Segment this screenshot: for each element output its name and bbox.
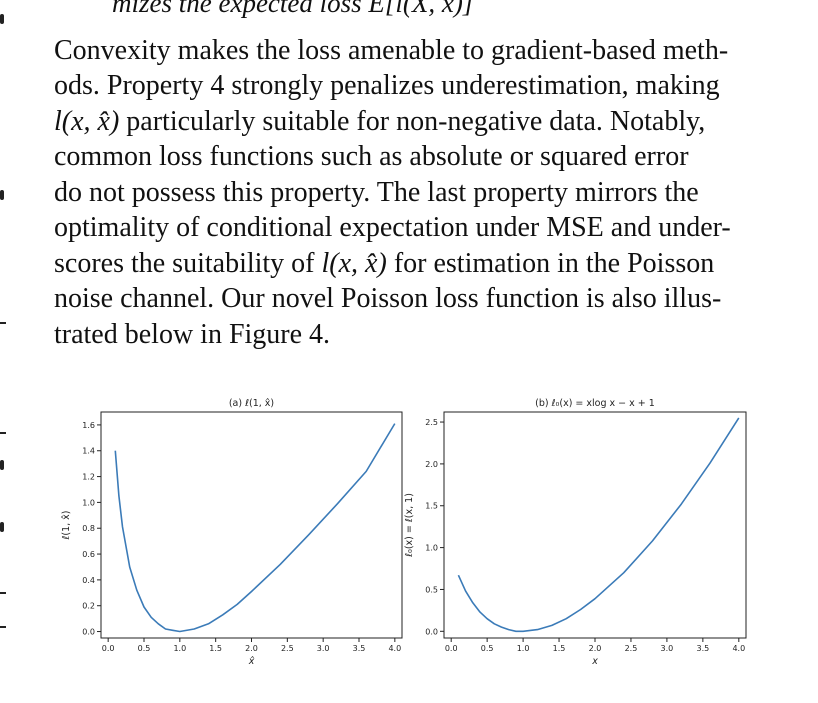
margin-mark xyxy=(0,460,4,470)
margin-mark xyxy=(0,432,6,434)
text-line: trated below in Figure 4. xyxy=(54,319,331,350)
margin-mark xyxy=(0,626,6,628)
math-term: l(x, x̂) xyxy=(54,106,120,137)
text-line: optimality of conditional expectation un… xyxy=(54,212,731,243)
text-line: l(x, x̂) particularly suitable for non-n… xyxy=(54,107,705,137)
x-tick-label: 1.5 xyxy=(209,644,222,653)
x-tick-label: 0.0 xyxy=(445,644,458,653)
y-tick-label: 0.0 xyxy=(82,628,95,637)
x-tick-label: 1.5 xyxy=(553,644,566,653)
y-tick-label: 2.0 xyxy=(425,460,438,469)
y-tick-label: 0.5 xyxy=(425,585,438,594)
text-line: Convexity makes the loss amenable to gra… xyxy=(54,35,729,66)
x-tick-label: 0.5 xyxy=(481,644,494,653)
x-tick-label: 2.5 xyxy=(281,644,294,653)
x-axis-label: x xyxy=(591,656,598,667)
margin-mark xyxy=(0,322,6,324)
text-line: scores the suitability of l(x, x̂) for e… xyxy=(54,249,714,279)
x-tick-label: 0.0 xyxy=(102,644,115,653)
chart-title: (a) ℓ(1, x̂) xyxy=(229,398,274,409)
y-tick-label: 2.5 xyxy=(425,418,438,427)
margin-mark xyxy=(0,190,4,200)
y-tick-label: 1.0 xyxy=(82,498,95,507)
x-tick-label: 2.0 xyxy=(245,644,258,653)
plot-frame xyxy=(443,411,747,639)
math-term: l(x, x̂) xyxy=(321,248,387,279)
text-segment: for estimation in the Poisson xyxy=(393,248,715,279)
text-line: do not possess this property. The last p… xyxy=(54,177,699,208)
y-tick-label: 1.6 xyxy=(82,421,95,430)
x-tick-label: 4.0 xyxy=(732,644,745,653)
x-tick-label: 1.0 xyxy=(173,644,186,653)
text-line: ods. Property 4 strongly penalizes under… xyxy=(54,70,720,101)
y-tick-label: 1.0 xyxy=(425,544,438,553)
y-axis-label: ℓ(1, x̂) xyxy=(61,510,72,539)
series-line xyxy=(114,423,396,633)
y-tick-label: 0.2 xyxy=(82,602,95,611)
plot-frame xyxy=(100,411,403,639)
x-tick-label: 3.0 xyxy=(317,644,330,653)
x-tick-label: 4.0 xyxy=(388,644,401,653)
margin-mark xyxy=(0,14,4,24)
x-tick-label: 3.5 xyxy=(696,644,709,653)
x-tick-label: 2.5 xyxy=(625,644,638,653)
cut-off-line: mizes the expected loss E[l(X, x)] xyxy=(112,0,474,18)
y-axis-label: ℓ₀(x) = ℓ(x, 1) xyxy=(404,493,415,557)
text-line: common loss functions such as absolute o… xyxy=(54,141,689,172)
y-tick-label: 0.4 xyxy=(82,576,95,585)
x-axis-label: x̂ xyxy=(248,656,255,667)
chart-title: (b) ℓ₀(x) = xlog x − x + 1 xyxy=(535,398,655,409)
text-segment: scores the suitability of xyxy=(54,248,315,279)
y-tick-label: 1.2 xyxy=(82,473,95,482)
x-tick-label: 1.0 xyxy=(517,644,530,653)
y-tick-label: 1.4 xyxy=(82,447,95,456)
x-tick-label: 0.5 xyxy=(138,644,151,653)
y-tick-label: 1.5 xyxy=(425,502,438,511)
series-line xyxy=(457,417,740,633)
margin-mark xyxy=(0,522,4,532)
y-tick-label: 0.6 xyxy=(82,550,95,559)
y-tick-label: 0.8 xyxy=(82,524,95,533)
y-tick-label: 0.0 xyxy=(425,627,438,636)
text-segment: particularly suitable for non-negative d… xyxy=(126,106,706,137)
x-tick-label: 2.0 xyxy=(589,644,602,653)
x-tick-label: 3.0 xyxy=(661,644,674,653)
x-tick-label: 3.5 xyxy=(353,644,366,653)
margin-mark xyxy=(0,592,6,594)
text-line: noise channel. Our novel Poisson loss fu… xyxy=(54,283,722,314)
